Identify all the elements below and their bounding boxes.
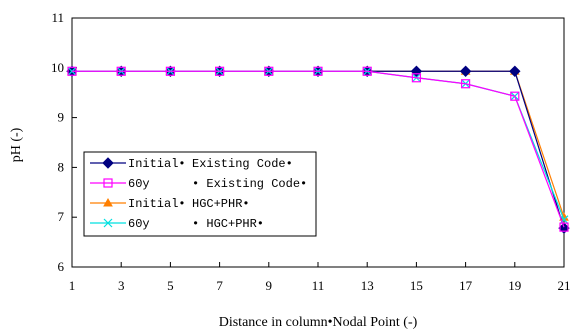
- series-2: [67, 66, 569, 232]
- legend-label-run: Initial•: [128, 197, 186, 211]
- legend-entry-1: Initial• Existing Code•: [90, 157, 293, 171]
- legend-marker: [103, 178, 113, 188]
- y-axis-title: pH (-): [9, 127, 24, 162]
- legend-entry-4: 60y • HGC+PHR•: [90, 217, 264, 231]
- x-tick-label: 7: [216, 278, 223, 293]
- legend-label-method: HGC+PHR•: [192, 197, 250, 211]
- x-tick-label: 17: [459, 278, 473, 293]
- legend-label-run: 60y: [128, 217, 150, 231]
- data-point: [559, 222, 569, 232]
- data-point: [459, 65, 472, 77]
- y-tick-label: 9: [58, 110, 65, 125]
- legend-label-method: • HGC+PHR•: [192, 217, 264, 231]
- data-point: [67, 66, 77, 76]
- x-axis-title: Distance in column•Nodal Point (-): [219, 315, 418, 330]
- x-axis-ticks: 1 3 5 7 9 11 13 15 17 19 21: [69, 262, 571, 293]
- legend-label-method: • Existing Code•: [192, 177, 307, 191]
- data-point: [509, 65, 521, 77]
- series-line: [72, 70, 565, 228]
- legend-entry-2: 60y • Existing Code•: [90, 177, 307, 191]
- legend-label-run: 60y: [128, 177, 150, 191]
- legend-label-run: Initial•: [128, 157, 186, 171]
- legend-marker: [102, 157, 114, 169]
- y-tick-label: 10: [51, 60, 64, 75]
- x-tick-label: 19: [508, 278, 521, 293]
- legend-entry-3: Initial• HGC+PHR•: [90, 197, 250, 211]
- data-point: [116, 66, 126, 76]
- data-point: [313, 66, 323, 76]
- x-tick-label: 11: [312, 278, 325, 293]
- legend-marker: [103, 197, 113, 207]
- x-tick-label: 13: [361, 278, 374, 293]
- x-tick-label: 15: [410, 278, 423, 293]
- y-tick-label: 6: [58, 259, 65, 274]
- x-tick-label: 5: [167, 278, 174, 293]
- legend: Initial• Existing Code• 60y • Existing Code…: [83, 151, 317, 237]
- x-tick-label: 3: [118, 278, 125, 293]
- y-tick-label: 7: [58, 209, 65, 224]
- legend-label-method: Existing Code•: [192, 157, 293, 171]
- x-tick-label: 21: [558, 278, 571, 293]
- y-tick-label: 8: [58, 159, 65, 174]
- series-layer: [66, 65, 570, 234]
- data-point: [362, 66, 372, 76]
- y-tick-label: 11: [51, 10, 64, 25]
- data-point: [559, 215, 569, 225]
- data-point: [411, 73, 421, 83]
- y-axis-ticks: 6 7 8 9 10 11: [51, 10, 77, 274]
- data-point: [215, 66, 225, 76]
- data-point: [510, 91, 520, 101]
- data-point: [264, 66, 274, 76]
- data-point: [165, 66, 175, 76]
- x-tick-label: 1: [69, 278, 76, 293]
- x-tick-label: 9: [266, 278, 273, 293]
- data-point: [461, 79, 471, 89]
- legend-marker: [103, 218, 113, 228]
- legend-box: [83, 151, 317, 237]
